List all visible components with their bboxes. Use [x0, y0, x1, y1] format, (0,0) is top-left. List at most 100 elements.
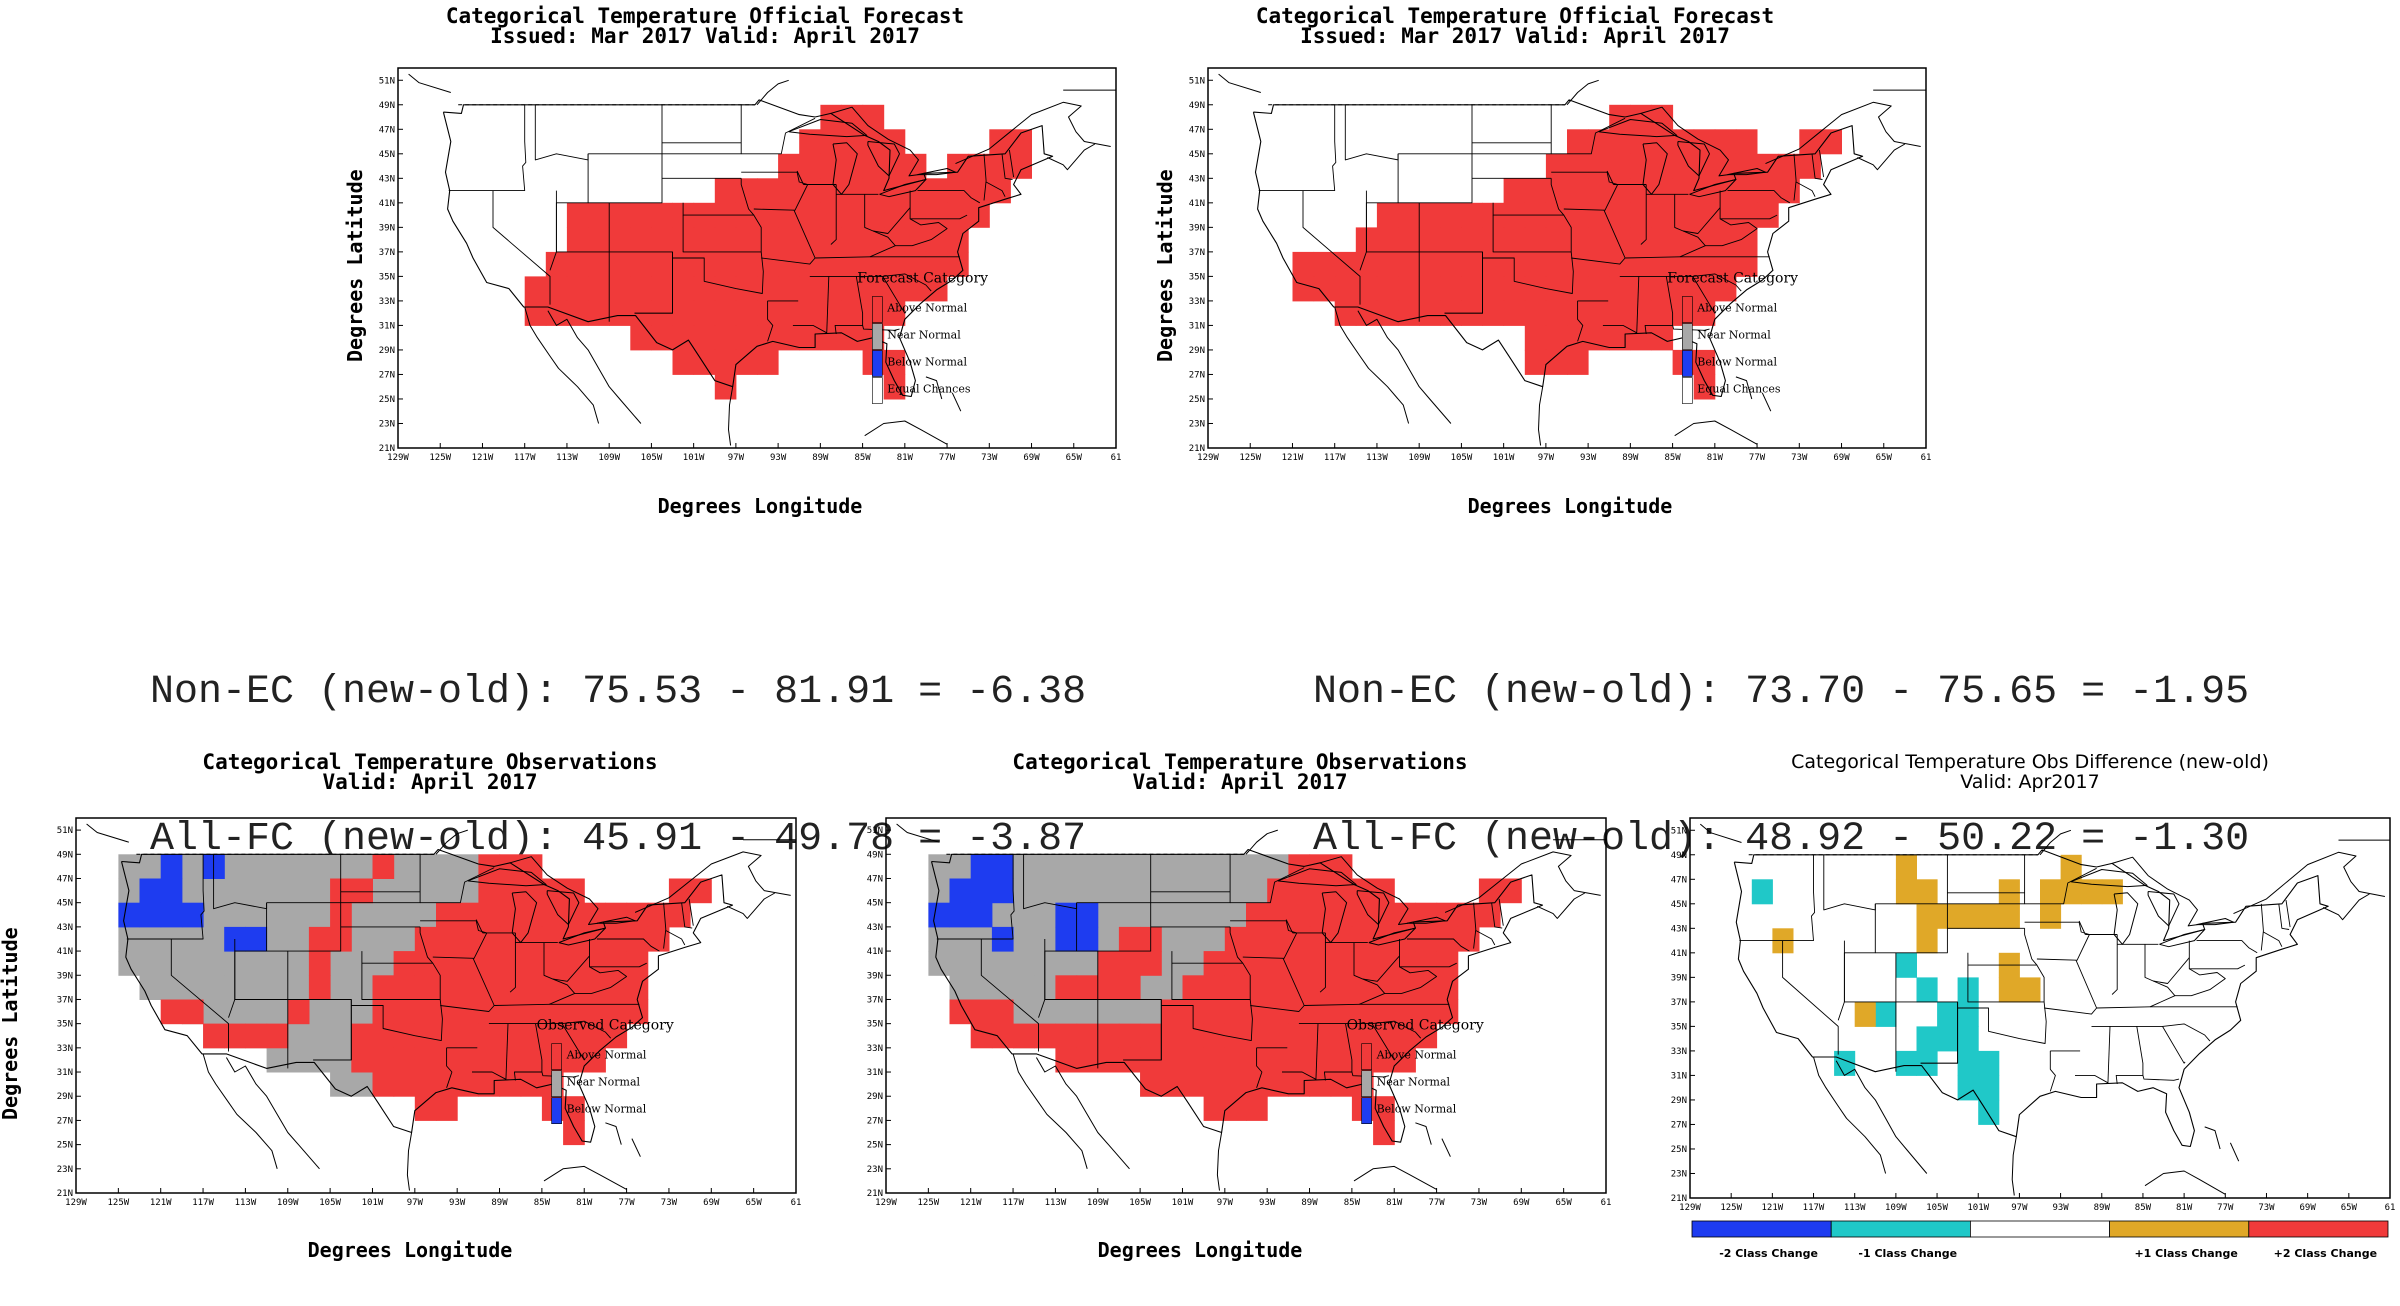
- foreign-coast: [202, 1053, 278, 1169]
- above-normal-cell: [714, 227, 737, 253]
- near-normal-cell: [287, 854, 310, 879]
- above-normal-cell: [308, 926, 331, 952]
- above-normal-cell: [605, 975, 628, 1000]
- state-boundary: [1636, 276, 1640, 335]
- near-normal-cell: [1076, 999, 1099, 1025]
- above-normal-cell: [414, 975, 437, 1000]
- y-tick-label: 21N: [867, 1189, 883, 1199]
- above-normal-cell: [841, 251, 864, 277]
- above-normal-cell: [478, 951, 501, 976]
- above-normal-cell: [541, 1023, 564, 1049]
- y-tick-label: 49N: [1189, 101, 1205, 111]
- near-normal-cell: [457, 854, 479, 879]
- state-boundary: [1076, 902, 1152, 952]
- above-normal-cell: [499, 1047, 522, 1073]
- above-normal-cell: [1799, 153, 1821, 179]
- above-normal-cell: [1630, 129, 1652, 155]
- us-coastline: [930, 848, 1544, 1143]
- above-normal-cell: [693, 325, 716, 351]
- x-tick-label: 105W: [1451, 453, 1473, 463]
- state-boundary: [980, 939, 1039, 1052]
- state-boundary: [661, 104, 742, 155]
- above-normal-cell: [626, 902, 649, 928]
- y-tick-label: 21N: [1671, 1194, 1687, 1204]
- x-tick-label: 105W: [1129, 1198, 1151, 1208]
- y-tick-label: 49N: [867, 850, 883, 860]
- legend-swatch: [1682, 377, 1693, 404]
- near-normal-cell: [1203, 902, 1226, 928]
- above-normal-cell: [1545, 349, 1568, 375]
- above-normal-cell: [820, 276, 842, 302]
- above-normal-cell: [883, 202, 906, 228]
- x-tick-label: 125W: [108, 1198, 130, 1208]
- legend-label: Near Normal: [567, 1076, 641, 1089]
- state-boundary: [1123, 1005, 1162, 1061]
- above-normal-cell: [478, 902, 501, 928]
- above-normal-cell: [414, 1072, 437, 1097]
- y-tick-label: 23N: [57, 1165, 73, 1175]
- above-normal-cell: [1351, 902, 1374, 928]
- state-boundary: [1644, 276, 1674, 335]
- above-normal-cell: [841, 300, 864, 326]
- legend-label: Near Normal: [1697, 329, 1771, 342]
- foreign-coast: [1218, 73, 1261, 93]
- great-lake: [1689, 179, 1737, 198]
- state-boundary: [1619, 273, 1742, 292]
- foreign-coast: [1441, 1138, 1451, 1157]
- foreign-coast: [2111, 856, 2198, 927]
- above-normal-cell: [1478, 902, 1501, 928]
- state-boundary: [1482, 251, 1574, 294]
- legend: Observed Category Above Normal Near Normal…: [537, 1018, 674, 1124]
- legend-swatch: [1691, 1220, 1832, 1238]
- above-normal-cell: [883, 227, 906, 253]
- above-normal-cell: [1735, 202, 1758, 228]
- above-normal-cell: [1224, 999, 1247, 1025]
- foreign-coast: [1674, 420, 1758, 445]
- above-normal-cell: [545, 300, 568, 326]
- above-normal-cell: [1373, 902, 1395, 928]
- state-boundary: [1475, 930, 1496, 946]
- plus1-cell: [1916, 879, 1938, 905]
- state-boundary: [1160, 999, 1253, 1042]
- below-normal-cell: [970, 902, 993, 928]
- us-coastline: [442, 99, 1054, 398]
- above-normal-cell: [499, 951, 522, 976]
- near-normal-cell: [203, 926, 225, 952]
- legend-title: Forecast Category: [857, 271, 988, 287]
- above-normal-cell: [1630, 153, 1652, 179]
- state-boundary: [663, 902, 667, 949]
- state-boundary: [1498, 898, 1504, 926]
- near-normal-cell: [1224, 902, 1247, 928]
- above-normal-cell: [1693, 276, 1716, 302]
- above-normal-cell: [1545, 276, 1568, 302]
- above-normal-cell: [1118, 975, 1141, 1000]
- y-tick-label: 43N: [1189, 174, 1205, 184]
- x-tick-label: 121W: [960, 1198, 982, 1208]
- y-tick-label: 21N: [379, 444, 395, 454]
- above-normal-cell: [393, 999, 416, 1025]
- great-lake: [917, 168, 956, 176]
- state-boundary: [741, 171, 809, 211]
- above-normal-cell: [1182, 975, 1205, 1000]
- above-normal-cell: [1267, 902, 1289, 928]
- state-boundary: [340, 854, 421, 904]
- foreign-coast: [2229, 1142, 2240, 1162]
- y-tick-label: 21N: [57, 1189, 73, 1199]
- near-normal-cell: [1034, 999, 1056, 1025]
- x-tick-label: 129W: [65, 1198, 87, 1208]
- above-normal-cell: [1055, 975, 1078, 1000]
- above-normal-cell: [1224, 1023, 1247, 1049]
- below-normal-cell: [970, 854, 993, 879]
- above-normal-cell: [668, 902, 691, 928]
- x-tick-label: 129W: [1679, 1203, 1701, 1213]
- above-normal-cell: [1735, 129, 1758, 155]
- above-normal-cell: [1351, 1023, 1374, 1049]
- x-tick-label: 125W: [1720, 1203, 1742, 1213]
- y-tick-label: 43N: [867, 923, 883, 933]
- y-tick-label: 49N: [379, 101, 395, 111]
- above-normal-cell: [1182, 1072, 1205, 1097]
- plot-frame: [75, 817, 797, 1194]
- above-normal-cell: [757, 178, 779, 204]
- above-normal-cell: [820, 251, 842, 277]
- x-tick-label: 117W: [514, 453, 536, 463]
